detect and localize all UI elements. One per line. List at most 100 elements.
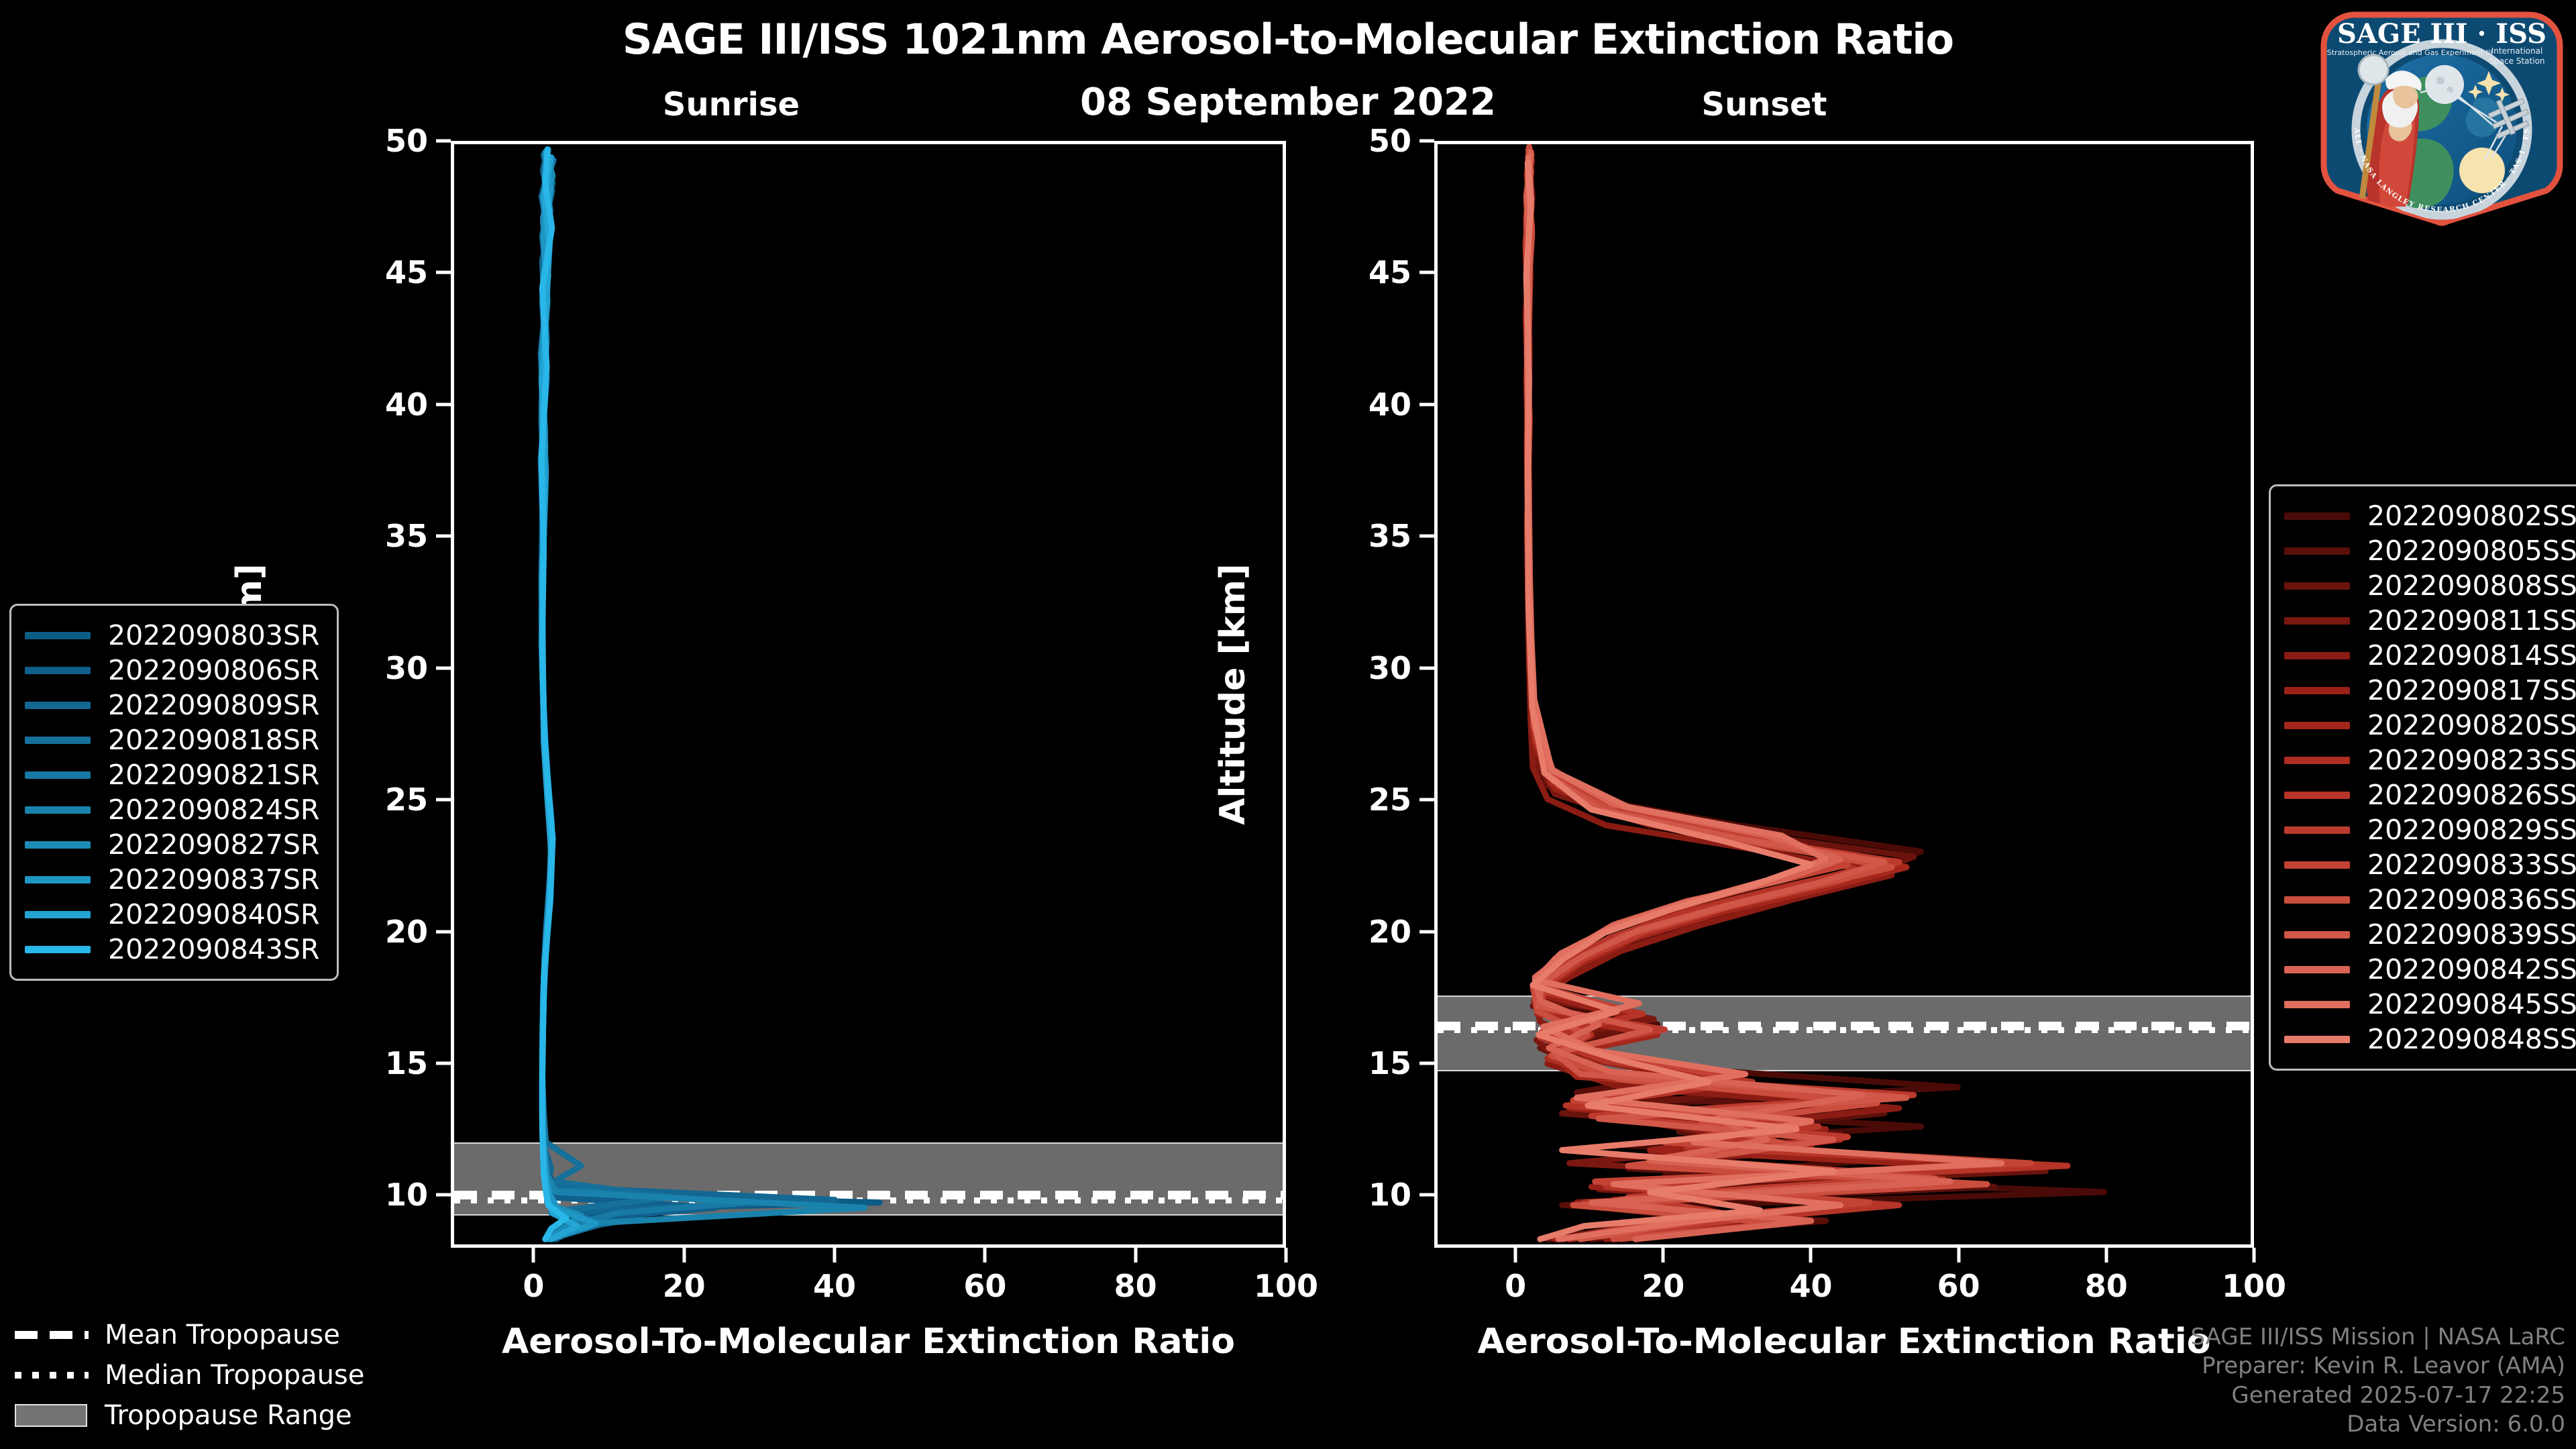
legend-item[interactable]: 2022090829SS [2284, 812, 2576, 847]
patch-subtitle-right-2: Space Station [2489, 56, 2544, 66]
y-tick-label: 40 [384, 386, 428, 423]
legend-label: 2022090805SS [2367, 535, 2576, 567]
legend-item[interactable]: 2022090826SS [2284, 777, 2576, 812]
legend-item[interactable]: 2022090836SS [2284, 882, 2576, 917]
legend-item[interactable]: 2022090818SR [25, 722, 319, 757]
legend-label: 2022090840SR [108, 898, 320, 930]
legend-item[interactable]: 2022090802SS [2284, 498, 2576, 533]
legend-item[interactable]: 2022090803SR [25, 618, 319, 653]
legend-color-swatch [2284, 1000, 2350, 1008]
legend-item[interactable]: 2022090820SS [2284, 708, 2576, 743]
legend-item[interactable]: 2022090808SS [2284, 568, 2576, 603]
legend-label: 2022090818SR [108, 724, 320, 756]
y-tick-mark [436, 930, 451, 934]
sunrise-legend[interactable]: 2022090803SR 2022090806SR 2022090809SR 2022… [9, 604, 339, 981]
x-axis-label: Aerosol-To-Molecular Extinction Ratio [502, 1322, 1235, 1362]
profile-line [541, 160, 745, 1239]
y-tick-label: 35 [1368, 518, 1411, 555]
legend-label: 2022090827SR [108, 828, 320, 861]
legend-color-swatch [25, 701, 91, 709]
legend-color-swatch [2284, 547, 2350, 555]
y-tick-label: 15 [384, 1045, 428, 1081]
legend-label: 2022090842SS [2367, 953, 2576, 985]
y-tick-mark [436, 139, 451, 143]
tropopause-range-icon [15, 1404, 89, 1427]
y-axis-label: Altitude [km] [1213, 564, 1253, 825]
legend-label: 2022090806SR [108, 654, 320, 686]
x-tick-mark [1661, 1248, 1665, 1263]
sunset-plot-panel [1434, 141, 2254, 1248]
legend-label: 2022090821SR [108, 759, 320, 791]
legend-color-swatch [2284, 582, 2350, 590]
x-tick-mark [833, 1248, 837, 1263]
sunset-panel-title: Sunset [1701, 86, 1827, 123]
y-tick-mark [1419, 139, 1434, 143]
legend-color-swatch [25, 875, 91, 883]
legend-item[interactable]: 2022090845SS [2284, 987, 2576, 1022]
legend-item[interactable]: 2022090821SR [25, 757, 319, 792]
profile-line [541, 158, 879, 1240]
y-tick-mark [1419, 534, 1434, 538]
legend-label: 2022090809SR [108, 689, 320, 721]
x-tick-label: 40 [1789, 1268, 1833, 1304]
legend-item[interactable]: 2022090840SR [25, 897, 319, 932]
y-tick-mark [1419, 930, 1434, 934]
y-tick-label: 20 [1368, 913, 1411, 950]
sunset-plot-frame [1434, 141, 2254, 1248]
credits-data-version: Data Version: 6.0.0 [2347, 1411, 2565, 1438]
profile-line [541, 150, 865, 1236]
legend-color-swatch [2284, 965, 2350, 973]
legend-color-swatch [25, 806, 91, 814]
y-tick-mark [436, 402, 451, 407]
legend-item[interactable]: 2022090848SS [2284, 1022, 2576, 1057]
x-tick-label: 60 [963, 1268, 1007, 1304]
profile-line [541, 150, 566, 1239]
legend-item[interactable]: 2022090833SS [2284, 847, 2576, 882]
legend-item[interactable]: 2022090817SS [2284, 673, 2576, 708]
x-tick-mark [1809, 1248, 1813, 1263]
y-tick-label: 30 [384, 649, 428, 686]
legend-item[interactable]: 2022090843SR [25, 932, 319, 967]
x-tick-mark [983, 1248, 987, 1263]
legend-item[interactable]: 2022090827SR [25, 827, 319, 862]
y-tick-label: 50 [1368, 123, 1411, 159]
legend-item[interactable]: 2022090805SS [2284, 533, 2576, 568]
legend-color-swatch [2284, 896, 2350, 904]
legend-label: 2022090820SS [2367, 709, 2576, 741]
legend-color-swatch [25, 666, 91, 674]
legend-item[interactable]: 2022090811SS [2284, 603, 2576, 638]
y-tick-label: 45 [384, 254, 428, 291]
legend-item[interactable]: 2022090837SR [25, 862, 319, 897]
legend-item[interactable]: 2022090814SS [2284, 638, 2576, 673]
legend-color-swatch [25, 736, 91, 744]
legend-item[interactable]: 2022090823SS [2284, 743, 2576, 777]
date-title: 08 September 2022 [1080, 80, 1496, 124]
x-tick-label: 40 [813, 1268, 857, 1304]
y-tick-mark [436, 1061, 451, 1065]
x-tick-label: 0 [1505, 1268, 1527, 1304]
x-tick-mark [1513, 1248, 1517, 1263]
legend-label: 2022090833SS [2367, 849, 2576, 881]
y-tick-mark [1419, 1193, 1434, 1197]
legend-label: 2022090817SS [2367, 674, 2576, 706]
tropopause-key: Mean Tropopause Median Tropopause Tropop… [15, 1315, 364, 1436]
tropopause-range-label: Tropopause Range [105, 1400, 352, 1431]
x-tick-mark [1134, 1248, 1138, 1263]
legend-color-swatch [2284, 1035, 2350, 1043]
y-tick-label: 10 [384, 1177, 428, 1214]
key-row-mean: Mean Tropopause [15, 1315, 364, 1355]
legend-item[interactable]: 2022090806SR [25, 653, 319, 688]
legend-color-swatch [2284, 686, 2350, 694]
legend-label: 2022090826SS [2367, 779, 2576, 811]
x-tick-mark [2252, 1248, 2256, 1263]
x-tick-label: 20 [662, 1268, 706, 1304]
x-tick-label: 80 [1114, 1268, 1157, 1304]
y-tick-mark [436, 666, 451, 670]
legend-label: 2022090808SS [2367, 570, 2576, 602]
median-tropopause-icon [15, 1366, 89, 1384]
legend-item[interactable]: 2022090824SR [25, 792, 319, 827]
legend-item[interactable]: 2022090809SR [25, 688, 319, 722]
legend-item[interactable]: 2022090842SS [2284, 952, 2576, 987]
legend-item[interactable]: 2022090839SS [2284, 917, 2576, 952]
sunset-legend[interactable]: 2022090802SS 2022090805SS 2022090808SS 2022… [2269, 484, 2576, 1071]
